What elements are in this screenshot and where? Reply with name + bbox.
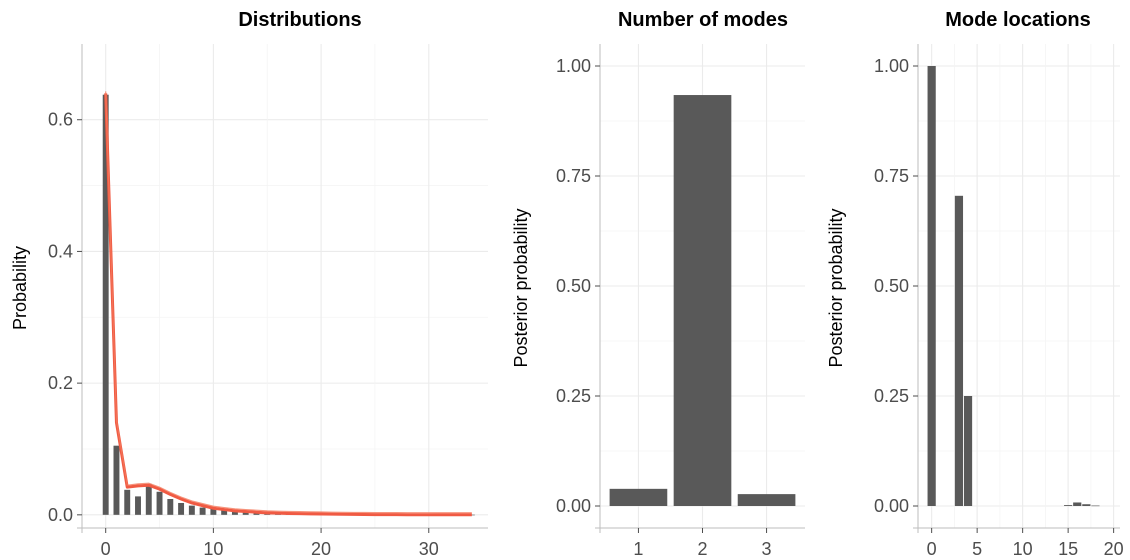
bar xyxy=(963,396,973,506)
bar xyxy=(124,489,131,515)
chart-title: Mode locations xyxy=(945,9,1091,31)
bar xyxy=(954,195,964,507)
panel-distributions: 0.0 0.2 0.4 0.6 0 10 20 30 Distributions Probab… xyxy=(10,9,488,559)
x-tick-label: 0 xyxy=(927,539,937,559)
panel-mode-locations: 0.00 0.25 0.50 0.75 1.00 0 5 10 15 20 Mode locati… xyxy=(826,9,1124,559)
bar xyxy=(102,94,109,515)
y-tick-label: 0.0 xyxy=(48,505,73,525)
x-tick-label: 0 xyxy=(101,539,111,559)
bar xyxy=(1073,502,1082,506)
bar xyxy=(145,483,152,515)
bar xyxy=(135,496,141,515)
y-tick-label: 0.50 xyxy=(874,276,909,296)
bar xyxy=(242,511,249,515)
y-tick-label: 1.00 xyxy=(874,56,909,76)
bar xyxy=(673,95,732,506)
y-tick-label: 0.25 xyxy=(874,386,909,406)
chart-title: Distributions xyxy=(238,9,361,31)
y-tick-label: 0.75 xyxy=(556,166,591,186)
x-tick-label: 10 xyxy=(203,539,223,559)
bar xyxy=(113,445,120,515)
x-tick-label: 20 xyxy=(311,539,331,559)
y-tick-label: 0.00 xyxy=(556,496,591,516)
bar xyxy=(231,510,238,515)
y-tick-label: 0.75 xyxy=(874,166,909,186)
x-tick-label: 10 xyxy=(1013,539,1033,559)
y-axis-label: Probability xyxy=(10,246,30,330)
bar xyxy=(178,502,185,515)
bar xyxy=(221,510,228,515)
x-tick-label: 1 xyxy=(633,539,643,559)
density-curve-upper xyxy=(105,91,472,514)
x-tick-label: 15 xyxy=(1058,539,1078,559)
bar xyxy=(199,507,206,515)
y-tick-label: 0.25 xyxy=(556,386,591,406)
y-tick-label: 0.50 xyxy=(556,276,591,296)
density-curve xyxy=(104,93,472,517)
y-axis-label: Posterior probability xyxy=(826,208,846,367)
bar xyxy=(927,66,936,506)
bar xyxy=(1064,505,1073,506)
bar xyxy=(156,491,163,515)
y-tick-label: 1.00 xyxy=(556,56,591,76)
bar xyxy=(188,505,195,515)
x-tick-label: 5 xyxy=(972,539,982,559)
y-tick-label: 0.2 xyxy=(48,373,73,393)
bar xyxy=(737,494,796,506)
x-tick-label: 20 xyxy=(1104,539,1124,559)
y-tick-label: 0.4 xyxy=(48,241,73,261)
x-tick-label: 3 xyxy=(762,539,772,559)
x-tick-label: 30 xyxy=(419,539,439,559)
x-tick-label: 2 xyxy=(697,539,707,559)
y-tick-label: 0.00 xyxy=(874,496,909,516)
chart-title: Number of modes xyxy=(618,9,788,31)
bar xyxy=(1082,504,1091,506)
bar xyxy=(210,508,217,515)
y-axis-label: Posterior probability xyxy=(511,208,531,367)
bar xyxy=(167,499,174,515)
bar xyxy=(609,488,668,506)
panel-number-of-modes: 0.000.250.500.751.001 2 3 Number of modes … xyxy=(511,9,805,559)
y-tick-label: 0.6 xyxy=(48,110,73,130)
bar xyxy=(1091,505,1100,507)
